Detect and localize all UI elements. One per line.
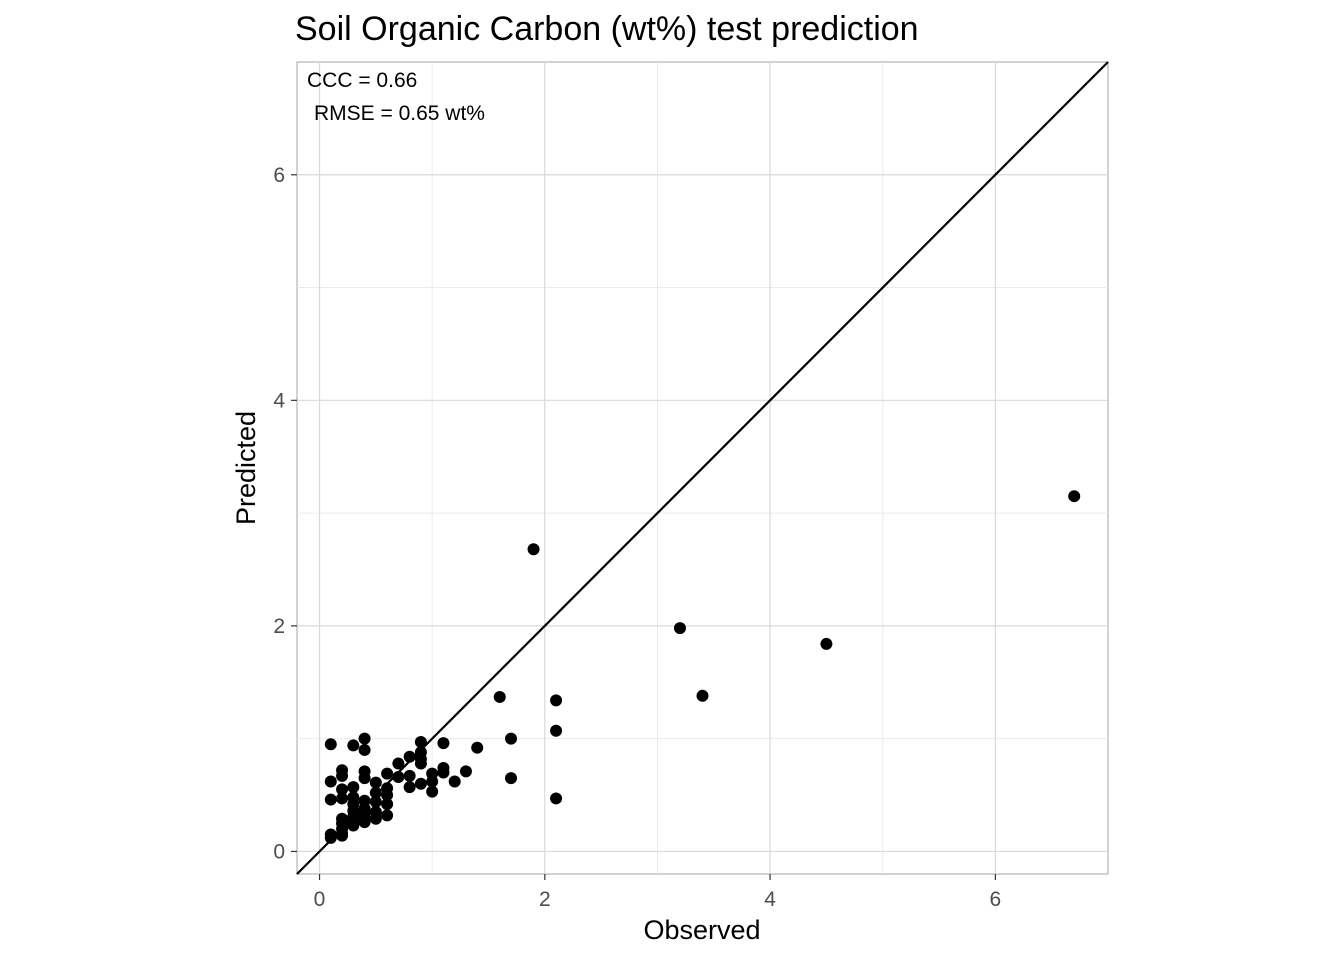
data-point bbox=[820, 637, 833, 650]
data-point bbox=[336, 792, 349, 805]
data-point bbox=[369, 776, 382, 789]
data-point bbox=[505, 772, 518, 785]
data-point bbox=[381, 809, 394, 822]
data-point bbox=[550, 694, 563, 707]
data-point bbox=[493, 690, 506, 703]
data-point bbox=[673, 622, 686, 635]
data-point bbox=[324, 831, 337, 844]
data-point bbox=[324, 793, 337, 806]
data-point bbox=[358, 732, 371, 745]
data-point bbox=[403, 750, 416, 763]
data-point bbox=[426, 785, 439, 798]
data-point bbox=[471, 741, 484, 754]
data-point bbox=[381, 767, 394, 780]
data-point bbox=[505, 732, 518, 745]
data-point bbox=[336, 769, 349, 782]
data-points bbox=[324, 490, 1081, 844]
data-point bbox=[336, 829, 349, 842]
data-point bbox=[392, 771, 405, 784]
data-point bbox=[1068, 490, 1081, 503]
y-axis-ticks: 0 2 4 6 bbox=[273, 164, 297, 863]
y-tick-label: 0 bbox=[273, 840, 285, 863]
data-point bbox=[358, 743, 371, 756]
data-point bbox=[358, 772, 371, 785]
data-point bbox=[369, 795, 382, 808]
data-point bbox=[448, 775, 461, 788]
data-point bbox=[414, 757, 427, 770]
data-point bbox=[403, 781, 416, 794]
ccc-annotation: CCC = 0.66 bbox=[307, 69, 417, 92]
data-point bbox=[347, 819, 360, 832]
data-point bbox=[324, 738, 337, 751]
x-tick-label: 2 bbox=[539, 888, 551, 911]
data-point bbox=[459, 765, 472, 778]
data-point bbox=[381, 798, 394, 811]
y-tick-label: 2 bbox=[273, 615, 285, 638]
data-point bbox=[324, 775, 337, 788]
data-point bbox=[358, 816, 371, 829]
plot-panel-border bbox=[296, 61, 1109, 875]
data-point bbox=[426, 775, 439, 788]
identity-line bbox=[296, 61, 1109, 875]
data-point bbox=[369, 786, 382, 799]
rmse-annotation: RMSE = 0.65 wt% bbox=[314, 102, 485, 125]
y-axis-title: Predicted bbox=[231, 411, 261, 525]
data-point bbox=[696, 689, 709, 702]
data-point bbox=[347, 781, 360, 794]
data-point bbox=[347, 739, 360, 752]
data-point bbox=[414, 777, 427, 790]
x-tick-label: 4 bbox=[764, 888, 776, 911]
data-point bbox=[392, 757, 405, 770]
data-point bbox=[381, 789, 394, 802]
chart-title: Soil Organic Carbon (wt%) test predictio… bbox=[295, 10, 919, 48]
data-point bbox=[527, 543, 540, 556]
x-axis-title: Observed bbox=[643, 915, 760, 945]
data-point bbox=[437, 766, 450, 779]
data-point bbox=[336, 783, 349, 796]
x-tick-label: 6 bbox=[990, 888, 1002, 911]
data-point bbox=[550, 792, 563, 805]
data-point bbox=[403, 769, 416, 782]
data-point bbox=[550, 724, 563, 737]
data-point bbox=[369, 812, 382, 825]
data-point bbox=[414, 736, 427, 749]
grid-major bbox=[297, 62, 1108, 874]
y-tick-label: 6 bbox=[273, 164, 285, 187]
x-axis-ticks: 0 2 4 6 bbox=[314, 874, 1002, 911]
data-point bbox=[437, 737, 450, 750]
x-tick-label: 0 bbox=[314, 888, 326, 911]
y-tick-label: 4 bbox=[273, 389, 285, 412]
